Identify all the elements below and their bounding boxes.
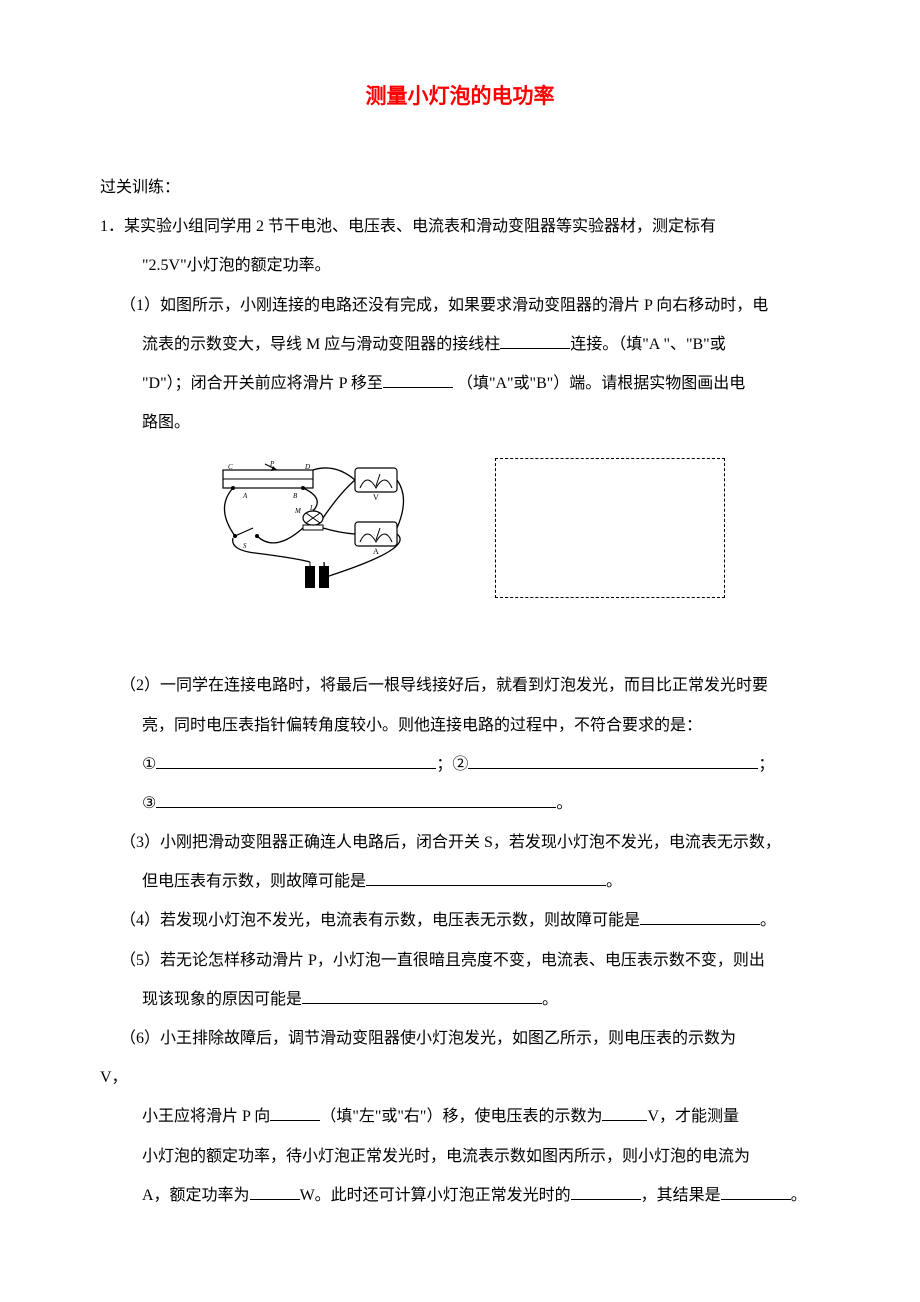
blank-fault2[interactable]: [640, 909, 760, 925]
q1-p2-l3-c: ；: [758, 756, 774, 773]
q1-p1-l3-a: "D"）；闭合开关前应将滑片 P 移至: [142, 375, 383, 392]
svg-text:A: A: [373, 547, 379, 556]
q1-p5-l2-a: 现该现象的原因可能是: [142, 991, 302, 1008]
answer-dashed-box[interactable]: [495, 458, 725, 598]
q1-p6-line5: A，额定功率为 W。此时还可计算小灯泡正常发光时的 ，其结果是 。: [100, 1178, 820, 1213]
q1-p6-l5-d: 。: [791, 1187, 807, 1204]
blank-req2[interactable]: [468, 753, 758, 769]
q1-p3-line2: 但电压表有示数，则故障可能是 。: [100, 864, 820, 899]
svg-text:M: M: [294, 507, 302, 515]
q1-p2-line4: ③。: [100, 786, 820, 821]
q1-p1-line3: "D"）；闭合开关前应将滑片 P 移至 （填"A"或"B"）端。请根据实物图画出…: [100, 366, 820, 401]
section-label: 过关训练：: [100, 170, 820, 205]
q1-p6-l5-b: W。此时还可计算小灯泡正常发光时的: [300, 1187, 571, 1204]
q1-p3-l2-a: 但电压表有示数，则故障可能是: [142, 873, 366, 890]
q1-p6-line1: （6）小王排除故障后，调节滑动变阻器使小灯泡发光，如图乙所示，则电压表的示数为: [100, 1021, 820, 1056]
q1-p6-line4: 小灯泡的额定功率，待小灯泡正常发光时，电流表示数如图丙所示，则小灯泡的电流为: [100, 1139, 820, 1174]
figure-row: C D A B P V A L M S: [100, 458, 820, 598]
q1-p4-a: （4）若发现小灯泡不发光，电流表有示数，电压表无示数，则故障可能是: [120, 912, 640, 929]
q1-stem-line2: "2.5V"小灯泡的额定功率。: [100, 248, 820, 283]
q1-p4-b: 。: [760, 912, 776, 929]
svg-text:A: A: [242, 492, 248, 500]
q1-p6-line2: V，: [100, 1060, 820, 1095]
q1-stem-line1: 1．某实验小组同学用 2 节干电池、电压表、电流表和滑动变阻器等实验器材，测定标…: [100, 209, 820, 244]
q1-p4: （4）若发现小灯泡不发光，电流表有示数，电压表无示数，则故障可能是 。: [100, 903, 820, 938]
blank-result[interactable]: [721, 1184, 791, 1200]
blank-direction[interactable]: [270, 1105, 320, 1121]
blank-reason[interactable]: [302, 988, 542, 1004]
circuit-diagram: C D A B P V A L M S: [195, 458, 435, 598]
svg-text:C: C: [228, 463, 233, 471]
blank-power[interactable]: [250, 1184, 300, 1200]
q1-p1-line4: 路图。: [100, 405, 820, 440]
q1-p2-l4-a: ③: [142, 795, 156, 812]
circuit-svg: C D A B P V A L M S: [195, 458, 435, 598]
blank-fault1[interactable]: [366, 870, 606, 886]
q1-p2-line2: 亮，同时电压表指针偏转角度较小。则他连接电路的过程中，不符合要求的是：: [100, 708, 820, 743]
svg-text:P: P: [269, 460, 275, 468]
q1-p1-line1: （1）如图所示，小刚连接的电路还没有完成，如果要求滑动变阻器的滑片 P 向右移动…: [100, 288, 820, 323]
blank-terminal[interactable]: [500, 333, 570, 349]
q1-p2-line1: （2）一同学在连接电路时，将最后一根导线接好后，就看到灯泡发光，而目比正常发光时…: [100, 668, 820, 703]
q1-p5-line2: 现该现象的原因可能是 。: [100, 982, 820, 1017]
q1-p1-line2: 流表的示数变大，导线 M 应与滑动变阻器的接线柱 连接。（填"A "、"B"或: [100, 327, 820, 362]
q1-p6-l3-c: V，才能测量: [647, 1108, 739, 1125]
q1-p6-l5-c: ，其结果是: [641, 1187, 721, 1204]
svg-text:B: B: [293, 492, 298, 500]
q1-p5-l2-b: 。: [542, 991, 558, 1008]
q1-p2-l3-a: ①: [142, 756, 156, 773]
blank-voltage[interactable]: [602, 1105, 647, 1121]
q1-p3-l2-b: 。: [606, 873, 622, 890]
q1-p6-l3-b: （填"左"或"右"）移，使电压表的示数为: [320, 1108, 602, 1125]
blank-slider-end[interactable]: [383, 372, 453, 388]
q1-p6-l3-a: 小王应将滑片 P 向: [142, 1108, 270, 1125]
blank-req3[interactable]: [156, 792, 556, 808]
page-title: 测量小灯泡的电功率: [100, 80, 820, 110]
blank-req1[interactable]: [156, 753, 436, 769]
q1-p2-l3-b: ；②: [436, 756, 468, 773]
q1-p1-l3-b: （填"A"或"B"）端。请根据实物图画出电: [457, 375, 745, 392]
svg-text:V: V: [373, 493, 379, 502]
title-text: 测量小灯泡的电功率: [366, 84, 555, 108]
q1-p1-l2-a: 流表的示数变大，导线 M 应与滑动变阻器的接线柱: [142, 336, 500, 353]
q1-p2-l4-b: 。: [556, 795, 572, 812]
q1-p6-l5-a: A，额定功率为: [142, 1187, 250, 1204]
q1-p6-line3: 小王应将滑片 P 向 （填"左"或"右"）移，使电压表的示数为 V，才能测量: [100, 1099, 820, 1134]
blank-calc-what[interactable]: [571, 1184, 641, 1200]
svg-text:S: S: [243, 542, 247, 550]
q1-p3-line1: （3）小刚把滑动变阻器正确连人电路后，闭合开关 S，若发现小灯泡不发光，电流表无…: [100, 825, 820, 860]
q1-p5-line1: （5）若无论怎样移动滑片 P，小灯泡一直很暗且亮度不变，电流表、电压表示数不变，…: [100, 943, 820, 978]
svg-text:D: D: [304, 463, 310, 471]
q1-p1-l2-b: 连接。（填"A "、"B"或: [570, 336, 725, 353]
q1-p2-line3: ① ；② ；: [100, 747, 820, 782]
